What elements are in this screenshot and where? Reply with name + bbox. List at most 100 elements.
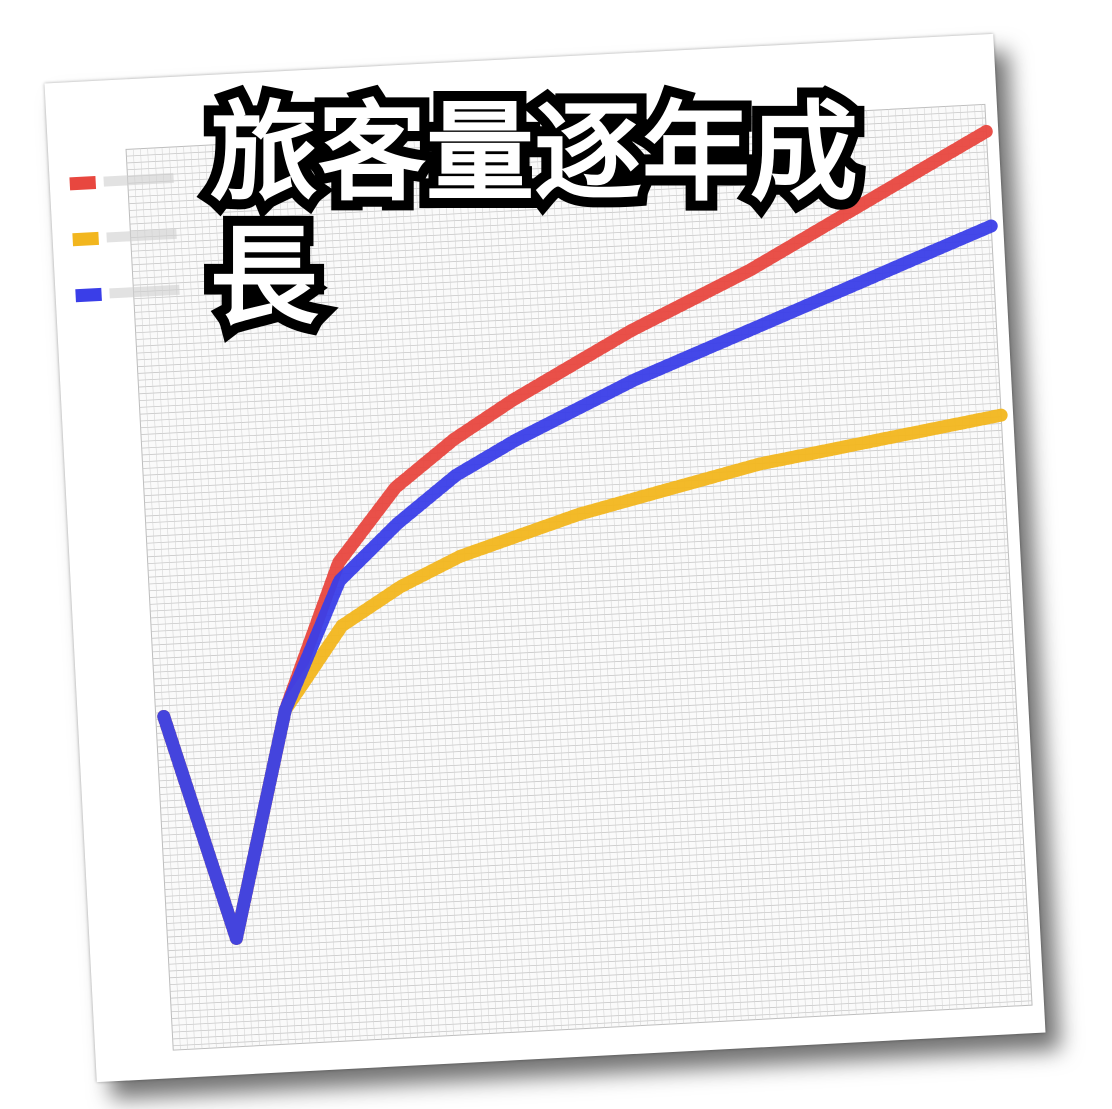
grid-line-vertical xyxy=(334,138,383,1040)
grid-line-horizontal xyxy=(135,294,995,340)
grid-line-horizontal xyxy=(161,783,1021,829)
grid-line-horizontal xyxy=(162,796,1022,843)
grid-line-vertical xyxy=(535,127,584,1029)
grid-line-horizontal xyxy=(129,178,989,225)
grid-line-horizontal xyxy=(150,565,1010,612)
grid-line-vertical xyxy=(672,120,720,1022)
grid-line-vertical xyxy=(492,130,541,1031)
grid-line-vertical xyxy=(327,138,375,1040)
series-line-1 xyxy=(157,408,1008,945)
grid-line-horizontal xyxy=(158,721,1018,768)
grid-line-horizontal xyxy=(172,986,1032,1033)
grid-line-horizontal xyxy=(168,905,1027,952)
grid-line-vertical xyxy=(247,142,296,1044)
grid-line-vertical xyxy=(629,122,677,1024)
grid-line-horizontal xyxy=(153,620,1012,666)
grid-line-horizontal xyxy=(137,321,997,368)
grid-line-vertical xyxy=(657,121,706,1023)
grid-line-vertical xyxy=(614,123,663,1025)
grid-line-vertical xyxy=(449,132,498,1034)
grid-line-vertical xyxy=(355,137,404,1039)
legend-label-blur xyxy=(109,284,180,299)
grid-line-vertical xyxy=(578,125,627,1027)
grid-line-horizontal xyxy=(144,463,1004,510)
grid-line-vertical xyxy=(585,125,634,1027)
grid-line-vertical xyxy=(549,127,598,1028)
grid-line-vertical xyxy=(708,118,756,1020)
grid-line-horizontal xyxy=(155,667,1015,714)
grid-line-vertical xyxy=(319,139,368,1040)
legend-swatch xyxy=(75,287,102,303)
grid-line-horizontal xyxy=(128,158,988,205)
grid-line-horizontal xyxy=(163,823,1023,870)
grid-line-vertical xyxy=(643,122,692,1024)
grid-line-horizontal xyxy=(150,572,1010,619)
grid-line-horizontal xyxy=(147,511,1007,558)
grid-line-horizontal xyxy=(170,946,1030,992)
grid-line-horizontal xyxy=(163,816,1023,863)
grid-line-vertical xyxy=(866,110,915,1012)
grid-line-vertical xyxy=(341,138,390,1039)
grid-line-horizontal xyxy=(164,837,1024,884)
grid-line-vertical xyxy=(593,124,641,1026)
grid-line-vertical xyxy=(413,134,462,1036)
chart-gridlines xyxy=(125,103,1033,1051)
grid-line-horizontal xyxy=(169,925,1028,972)
grid-line-horizontal xyxy=(142,409,1001,456)
grid-line-vertical xyxy=(348,137,397,1039)
grid-line-horizontal xyxy=(165,850,1025,897)
grid-line-vertical xyxy=(478,130,526,1032)
grid-line-horizontal xyxy=(158,728,1018,775)
grid-line-horizontal xyxy=(127,137,987,184)
grid-line-vertical xyxy=(700,119,749,1021)
grid-line-vertical xyxy=(161,147,210,1049)
grid-line-horizontal xyxy=(166,871,1026,918)
grid-line-horizontal xyxy=(148,524,1007,571)
grid-line-vertical xyxy=(147,148,196,1050)
grid-line-horizontal xyxy=(165,857,1025,904)
grid-line-vertical xyxy=(283,141,332,1042)
grid-line-horizontal xyxy=(161,776,1021,823)
grid-line-vertical xyxy=(470,131,519,1033)
grid-line-horizontal xyxy=(152,606,1012,653)
grid-line-vertical xyxy=(176,146,224,1048)
grid-line-vertical xyxy=(262,142,311,1043)
grid-line-vertical xyxy=(420,133,469,1035)
grid-line-vertical xyxy=(621,123,670,1025)
grid-line-horizontal xyxy=(167,898,1027,945)
grid-line-vertical xyxy=(837,112,886,1013)
grid-line-vertical xyxy=(887,109,936,1011)
grid-line-horizontal xyxy=(133,239,992,286)
grid-line-vertical xyxy=(140,148,188,1050)
grid-line-horizontal xyxy=(155,674,1015,721)
grid-line-vertical xyxy=(636,122,685,1024)
chart-series xyxy=(157,124,1008,945)
grid-line-horizontal xyxy=(128,144,988,191)
grid-line-horizontal xyxy=(130,185,990,232)
grid-line-horizontal xyxy=(132,219,991,266)
grid-line-vertical xyxy=(981,104,1030,1006)
grid-line-vertical xyxy=(363,136,411,1038)
grid-line-horizontal xyxy=(148,531,1008,578)
grid-line-horizontal xyxy=(166,878,1026,924)
grid-line-horizontal xyxy=(139,362,999,408)
grid-line-horizontal xyxy=(168,918,1028,965)
grid-line-vertical xyxy=(506,129,555,1031)
grid-line-vertical xyxy=(650,121,699,1023)
grid-line-vertical xyxy=(240,143,289,1045)
grid-line-horizontal xyxy=(136,300,996,347)
grid-line-vertical xyxy=(434,133,483,1034)
grid-line-vertical xyxy=(607,124,656,1025)
grid-line-vertical xyxy=(780,115,828,1016)
grid-line-vertical xyxy=(528,128,577,1030)
grid-line-vertical xyxy=(226,144,275,1045)
grid-line-vertical xyxy=(406,134,454,1036)
grid-line-horizontal xyxy=(171,979,1031,1026)
grid-line-horizontal xyxy=(132,232,992,279)
grid-line-horizontal xyxy=(166,884,1026,931)
grid-line-horizontal xyxy=(137,328,997,374)
grid-line-horizontal xyxy=(139,355,999,402)
grid-line-vertical xyxy=(859,110,907,1012)
grid-line-horizontal xyxy=(151,592,1011,639)
